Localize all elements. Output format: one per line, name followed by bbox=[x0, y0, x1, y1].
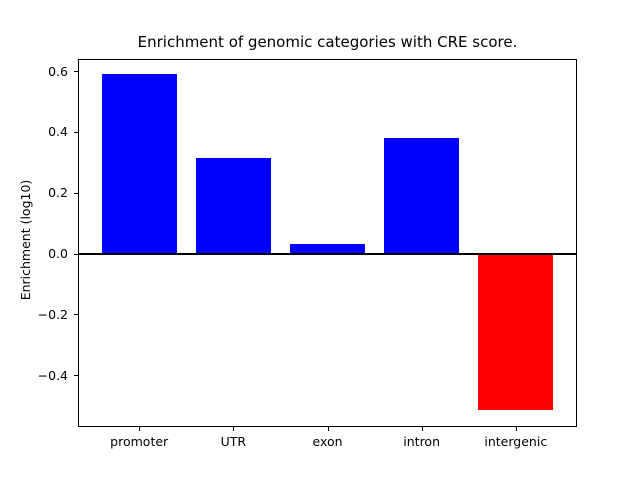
x-tick-mark bbox=[515, 427, 517, 431]
y-tick-mark bbox=[74, 314, 78, 316]
bar-intron bbox=[383, 138, 460, 254]
bar-promoter bbox=[101, 74, 177, 254]
y-tick-label: 0.0 bbox=[48, 245, 68, 261]
y-tick-mark bbox=[74, 71, 78, 73]
zero-line bbox=[78, 252, 577, 255]
x-tick-label-exon: exon bbox=[312, 434, 343, 449]
y-tick-mark bbox=[74, 131, 78, 133]
y-tick-mark bbox=[74, 375, 78, 377]
x-tick-label-promoter: promoter bbox=[110, 434, 169, 449]
bar-intergenic bbox=[478, 253, 554, 411]
y-tick-label: 0.6 bbox=[48, 63, 68, 79]
x-tick-mark bbox=[233, 427, 235, 431]
chart-title: Enrichment of genomic categories with CR… bbox=[137, 33, 518, 51]
x-tick-mark bbox=[421, 427, 423, 431]
bar-UTR bbox=[195, 157, 271, 254]
y-tick-mark bbox=[74, 253, 78, 255]
x-tick-label-UTR: UTR bbox=[220, 434, 247, 449]
x-tick-label-intergenic: intergenic bbox=[484, 434, 548, 449]
bar-exon bbox=[289, 243, 366, 254]
x-tick-mark bbox=[139, 427, 141, 431]
y-tick-label: −0.4 bbox=[37, 367, 68, 383]
y-tick-mark bbox=[74, 192, 78, 194]
x-tick-mark bbox=[327, 427, 329, 431]
y-tick-label: 0.4 bbox=[48, 124, 68, 140]
y-tick-label: −0.2 bbox=[37, 306, 68, 322]
y-tick-label: 0.2 bbox=[48, 185, 68, 201]
x-tick-label-intron: intron bbox=[403, 434, 441, 449]
